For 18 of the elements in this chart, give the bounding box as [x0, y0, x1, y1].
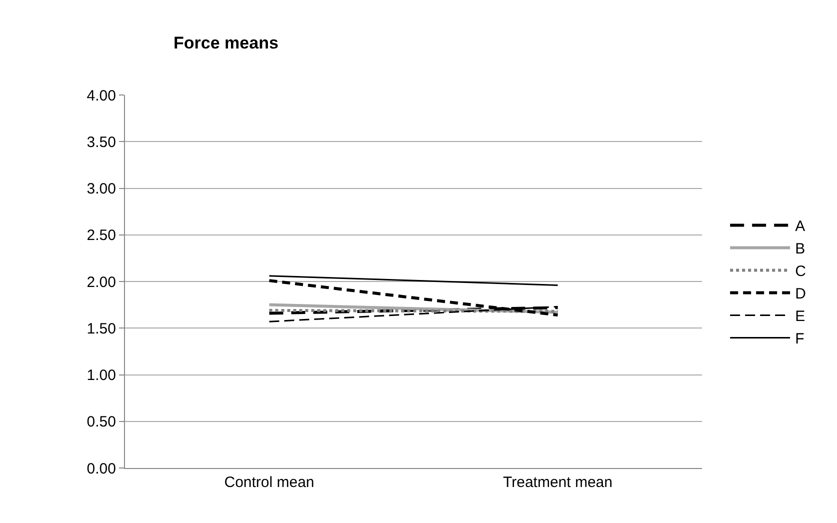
- y-tick-label: 1.00: [86, 367, 116, 384]
- y-tick-label: 0.50: [86, 414, 116, 431]
- y-tick-label: 3.50: [86, 134, 116, 151]
- y-tick-label: 3.00: [86, 180, 116, 198]
- legend-label: D: [795, 286, 806, 303]
- y-tick-label: 2.50: [86, 227, 116, 244]
- legend-label: A: [795, 218, 806, 236]
- x-tick-label: Treatment mean: [503, 474, 612, 491]
- legend-label: F: [795, 330, 804, 348]
- y-tick-label: 0.00: [86, 460, 116, 478]
- chart-title: Force means: [174, 34, 278, 53]
- legend-label: B: [795, 240, 806, 258]
- y-tick-label: 2.00: [86, 274, 116, 291]
- x-tick-label: Control mean: [224, 474, 314, 491]
- legend-label: C: [795, 263, 806, 280]
- legend-label: E: [795, 308, 806, 326]
- y-tick-label: 1.50: [86, 320, 116, 338]
- y-tick-label: 4.00: [86, 87, 116, 104]
